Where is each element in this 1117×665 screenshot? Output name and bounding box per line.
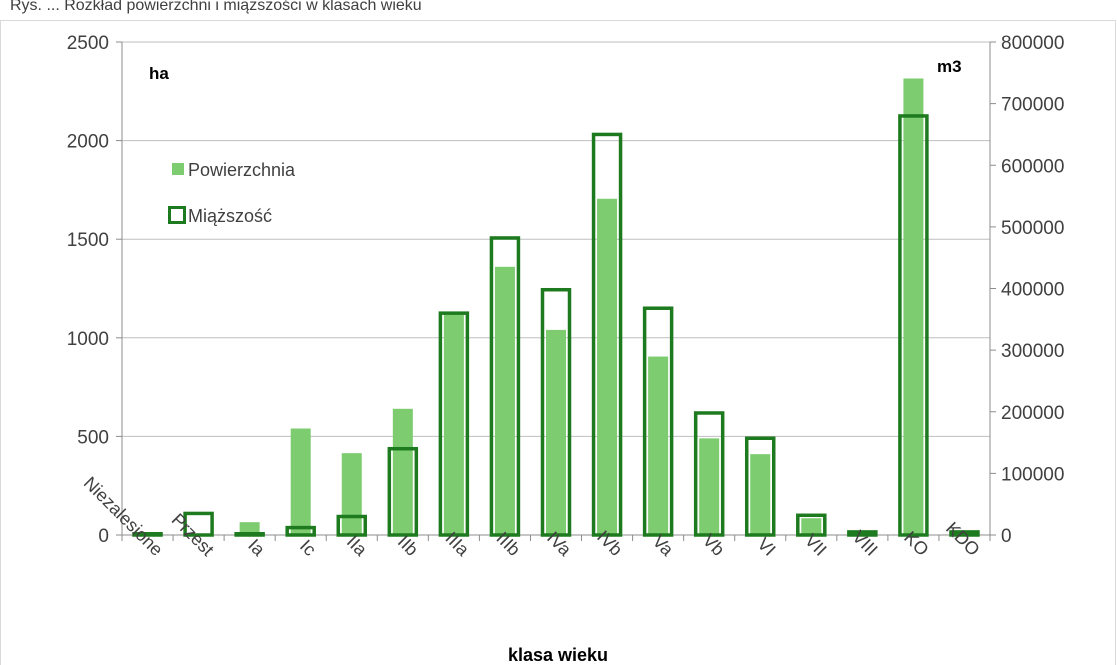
area-bar [801, 518, 822, 535]
volume-bar [540, 287, 572, 537]
volume-bar [234, 532, 265, 537]
volume-bar [183, 511, 214, 537]
right-tick-label: 100000 [1001, 464, 1064, 485]
volume-bars [132, 114, 980, 537]
area-bar [290, 428, 311, 535]
right-tick-label: 300000 [1001, 341, 1064, 362]
area-bar [750, 454, 771, 535]
volume-bar [132, 532, 163, 537]
volume-bar [489, 236, 521, 537]
category-label: VI [753, 534, 779, 560]
right-axis-unit: m3 [937, 57, 962, 76]
volume-bar [336, 514, 368, 537]
volume-bar [796, 513, 827, 537]
area-bar [699, 438, 720, 535]
area-bars [137, 78, 975, 536]
category-label: Ic [296, 536, 320, 560]
legend: Powierzchnia Miąższość [168, 160, 296, 226]
left-tick-label: 500 [77, 427, 109, 448]
right-tick-label: 200000 [1001, 403, 1064, 424]
area-bar [597, 198, 618, 536]
volume-bar [285, 525, 316, 537]
left-axis-unit: ha [149, 64, 169, 83]
right-tick-label: 800000 [1001, 33, 1064, 54]
area-bar [443, 313, 464, 535]
volume-bar [387, 446, 419, 537]
category-label: Ia [244, 535, 269, 560]
area-bar [341, 453, 362, 535]
left-tick-label: 1500 [67, 230, 109, 251]
volume-bar [898, 114, 929, 537]
legend-label-area: Powierzchnia [188, 160, 296, 180]
area-bar [648, 356, 669, 535]
area-bar [392, 408, 413, 535]
area-bar [903, 78, 924, 536]
area-bar [494, 266, 515, 535]
right-tick-label: 500000 [1001, 218, 1064, 239]
volume-bar [642, 306, 674, 537]
category-label: KDO [942, 518, 984, 560]
area-bar [546, 329, 566, 535]
area-bar [239, 522, 260, 535]
left-tick-label: 1000 [67, 329, 109, 350]
chart-caption: Rys. ... Rozkład powierzchni i miąższośc… [10, 0, 422, 14]
chart-border [0, 20, 1116, 665]
category-labels: Niezalesione Przest Ia Ic IIa IIb IIIa IIIb IVa I… [80, 473, 991, 561]
category-label: Niezalesione [80, 473, 167, 560]
right-tick-label: 400000 [1001, 280, 1064, 301]
volume-bar [949, 530, 980, 537]
volume-bar [744, 436, 776, 537]
legend-swatch-volume [168, 206, 186, 224]
volume-bar [847, 530, 878, 537]
right-tick-label: 0 [1001, 526, 1012, 547]
left-tick-label: 0 [98, 526, 109, 547]
volume-bar [693, 411, 725, 537]
right-tick-label: 700000 [1001, 95, 1064, 116]
legend-label-volume: Miąższość [188, 206, 272, 226]
left-tick-label: 2500 [67, 33, 109, 54]
left-axis-ticks: 0 500 1000 1500 2000 2500 [67, 33, 123, 547]
x-axis-label: klasa wieku [508, 645, 608, 665]
right-axis-ticks: 0 100000 200000 300000 400000 500000 600000 700… [989, 33, 1064, 547]
volume-bar [591, 132, 623, 537]
left-tick-label: 2000 [67, 132, 109, 153]
legend-swatch-area [172, 163, 184, 175]
volume-bar [438, 311, 470, 537]
right-tick-label: 600000 [1001, 156, 1064, 177]
